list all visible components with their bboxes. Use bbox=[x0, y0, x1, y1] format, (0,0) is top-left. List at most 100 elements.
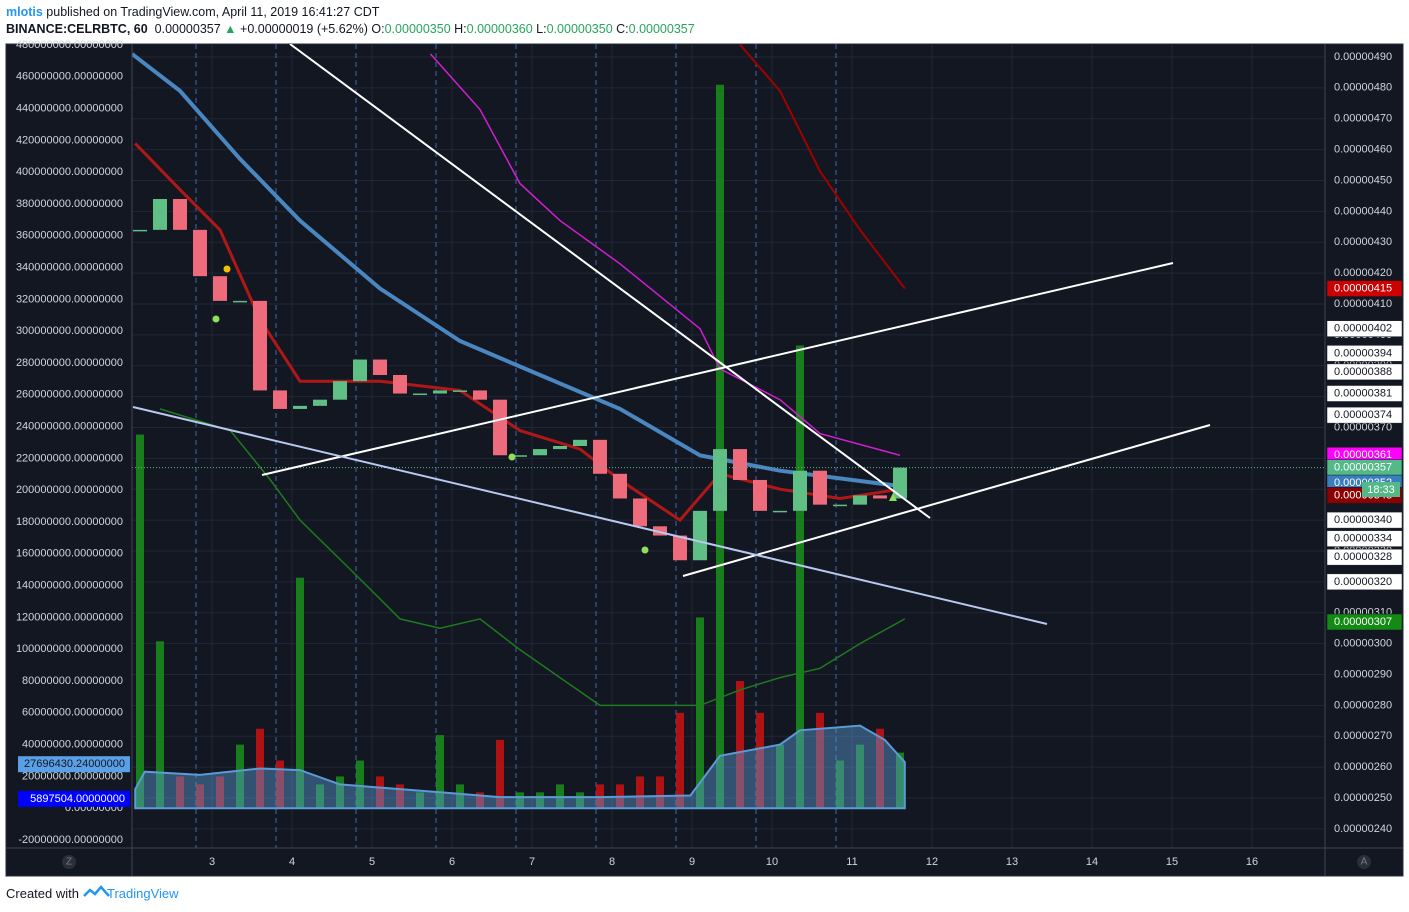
candle bbox=[773, 510, 787, 513]
price-label-box bbox=[1326, 280, 1403, 297]
indicator-line bbox=[429, 53, 901, 457]
candle bbox=[153, 198, 167, 230]
y-tick-label: 260000000.00000000 bbox=[16, 389, 123, 401]
y-tick-label: 380000000.00000000 bbox=[16, 198, 123, 210]
author: mlotis bbox=[6, 5, 43, 19]
candle bbox=[673, 535, 687, 561]
candle bbox=[313, 399, 327, 406]
signal-dot bbox=[223, 265, 231, 273]
y2-tick-label: 0.00000260 bbox=[1334, 761, 1392, 773]
ohlc-value: 0.00000350 bbox=[546, 22, 613, 36]
volume-bar bbox=[436, 735, 444, 809]
volume-bar bbox=[636, 776, 644, 809]
header-line: mlotis published on TradingView.com, Apr… bbox=[6, 4, 695, 21]
y-tick-label: 420000000.00000000 bbox=[16, 134, 123, 146]
trend-line bbox=[132, 406, 1048, 625]
y2-tick-label: 0.00000270 bbox=[1334, 730, 1392, 742]
ohlc-value: 0.00000357 bbox=[628, 22, 695, 36]
volume-bar bbox=[656, 776, 664, 809]
candle bbox=[613, 473, 627, 499]
candle bbox=[593, 439, 607, 474]
y-tick-label: 400000000.00000000 bbox=[16, 166, 123, 178]
ohlc-label: L: bbox=[536, 22, 547, 36]
y2-tick-label: 0.00000490 bbox=[1334, 51, 1392, 63]
indicator-line bbox=[159, 408, 906, 707]
x-tick-label: 16 bbox=[1246, 856, 1258, 868]
y2-tick-label: 0.00000440 bbox=[1334, 205, 1392, 217]
brand-logo bbox=[83, 885, 110, 897]
price-label-box bbox=[1326, 320, 1403, 337]
candle bbox=[793, 470, 807, 511]
volume-bar bbox=[236, 744, 244, 809]
candle bbox=[873, 495, 887, 499]
price-label-box bbox=[1326, 573, 1403, 591]
y2-tick-label: 0.00000430 bbox=[1334, 236, 1392, 248]
y-tick-label: 60000000.00000000 bbox=[22, 707, 123, 719]
candle bbox=[353, 359, 367, 382]
volume-bar bbox=[316, 784, 324, 809]
y2-tick-label: 0.00000410 bbox=[1334, 298, 1392, 310]
y-tick-label: 140000000.00000000 bbox=[16, 580, 123, 592]
volume-bar bbox=[856, 744, 864, 809]
y2-tick-label: 0.00000460 bbox=[1334, 144, 1392, 156]
volume-bar bbox=[476, 792, 484, 809]
ohlc-label: H: bbox=[454, 22, 467, 36]
candle bbox=[553, 446, 567, 450]
published: published on TradingView.com, April 11, … bbox=[46, 5, 380, 19]
volume-bar bbox=[176, 776, 184, 809]
y-tick-label: 320000000.00000000 bbox=[16, 293, 123, 305]
candle bbox=[493, 399, 507, 456]
volume-bar bbox=[716, 84, 724, 809]
volume-bar bbox=[196, 784, 204, 809]
volume-bar bbox=[756, 712, 764, 809]
volume-bar bbox=[136, 434, 144, 809]
candle bbox=[633, 498, 647, 527]
volume-bar bbox=[536, 792, 544, 809]
price-label: 0.00000374 bbox=[1334, 409, 1392, 421]
y-tick-label: 460000000.00000000 bbox=[16, 71, 123, 83]
volume-bar bbox=[456, 784, 464, 809]
volume-bar bbox=[396, 784, 404, 809]
volume-label-box bbox=[18, 756, 130, 773]
corner-button[interactable] bbox=[62, 855, 76, 869]
candle bbox=[853, 495, 867, 505]
candle bbox=[393, 374, 407, 394]
price-label: 0.00000361 bbox=[1334, 449, 1392, 461]
price-label-box bbox=[1326, 511, 1403, 529]
countdown-box bbox=[1362, 482, 1400, 497]
plot-area bbox=[132, 44, 1325, 848]
price-label-box bbox=[1326, 548, 1403, 566]
volume-bar bbox=[156, 641, 164, 809]
y-tick-label: 200000000.00000000 bbox=[16, 484, 123, 496]
corner-button[interactable] bbox=[1357, 855, 1371, 869]
y-tick-label: 480000000.00000000 bbox=[16, 39, 123, 51]
brand[interactable]: TradingView bbox=[106, 886, 179, 901]
y-tick-label: 300000000.00000000 bbox=[16, 325, 123, 337]
volume-bar bbox=[696, 617, 704, 809]
signal-arrow bbox=[889, 493, 897, 501]
footer: Created with TradingView bbox=[6, 886, 179, 901]
x-tick-label: 15 bbox=[1166, 856, 1178, 868]
trend-lines bbox=[132, 44, 1211, 625]
volume-bar bbox=[276, 760, 284, 809]
price-label: 0.00000381 bbox=[1334, 387, 1392, 399]
candle bbox=[433, 390, 447, 394]
chart-background bbox=[5, 43, 1404, 877]
y2-tick-label: 0.00000370 bbox=[1334, 421, 1392, 433]
x-tick-label: 5 bbox=[369, 856, 375, 868]
volume-label: 5897504.00000000 bbox=[30, 793, 125, 805]
candle bbox=[213, 276, 227, 301]
change: +0.00000019 (+5.62%) bbox=[240, 22, 368, 36]
trend-line bbox=[261, 262, 1174, 476]
indicator-line bbox=[739, 44, 906, 290]
x-tick-label: 12 bbox=[926, 856, 938, 868]
candle bbox=[253, 300, 267, 391]
candle bbox=[713, 449, 727, 511]
x-tick-label: 4 bbox=[289, 856, 295, 868]
y-tick-label: 180000000.00000000 bbox=[16, 516, 123, 528]
y-tick-label: 340000000.00000000 bbox=[16, 261, 123, 273]
price-label: 0.00000340 bbox=[1334, 514, 1392, 526]
x-tick-label: 6 bbox=[449, 856, 455, 868]
y-tick-label: 440000000.00000000 bbox=[16, 102, 123, 114]
